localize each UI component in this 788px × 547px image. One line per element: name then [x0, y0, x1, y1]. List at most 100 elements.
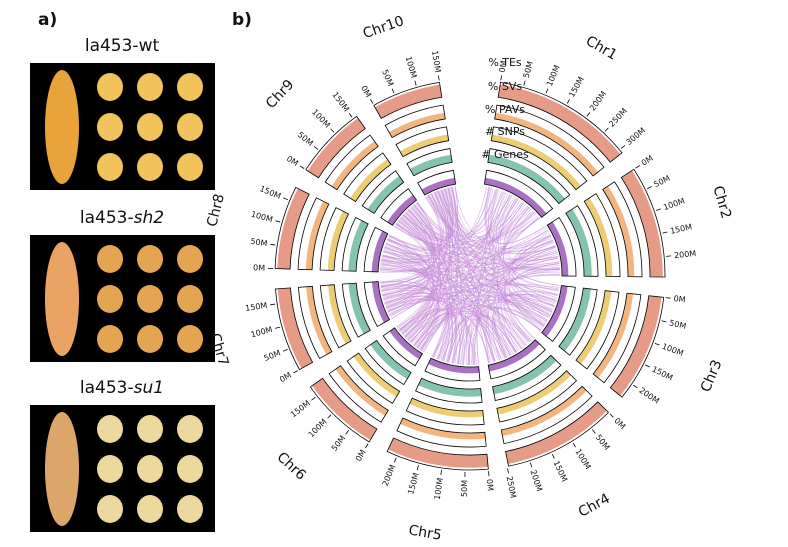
- link: [400, 217, 511, 356]
- tick-label: 150M: [330, 90, 351, 113]
- track-frame: [494, 104, 605, 177]
- tick-mark: [635, 165, 640, 169]
- link: [413, 188, 497, 237]
- track-fill: [370, 340, 412, 380]
- tick-label: 100M: [661, 342, 685, 358]
- track-label: # Genes: [481, 148, 529, 161]
- tick-mark: [507, 468, 509, 474]
- track-frame: [363, 281, 391, 327]
- link: [387, 212, 434, 253]
- tick-label: 250M: [505, 475, 518, 499]
- tick-mark: [348, 112, 353, 118]
- kernel: [137, 415, 163, 443]
- track-fill: [371, 281, 390, 323]
- link: [386, 207, 436, 309]
- tick-mark: [299, 165, 305, 169]
- tick-label: 50M: [668, 318, 687, 331]
- track-frame: [298, 285, 333, 360]
- track-fill: [277, 188, 310, 270]
- link: [486, 187, 546, 244]
- link: [408, 208, 442, 346]
- kernel: [177, 73, 203, 101]
- link: [380, 214, 432, 287]
- kernel: [97, 153, 123, 181]
- track-fill: [277, 287, 313, 369]
- track-frame: [396, 417, 487, 448]
- link: [425, 196, 540, 243]
- track-frame: [583, 193, 621, 277]
- track-frame: [487, 339, 546, 380]
- tick-label: 100M: [307, 417, 329, 439]
- tick-label: 50M: [594, 433, 612, 452]
- tick-mark: [609, 413, 614, 418]
- track-frame: [406, 148, 453, 177]
- track-frame: [558, 287, 598, 356]
- tick-mark: [523, 80, 526, 86]
- link: [385, 229, 549, 306]
- track-frame: [319, 207, 350, 271]
- link: [380, 283, 457, 364]
- track-frame: [395, 126, 450, 158]
- link: [381, 187, 454, 260]
- link: [492, 191, 535, 339]
- track-frame: [565, 205, 599, 277]
- link: [384, 295, 460, 365]
- link: [386, 240, 507, 358]
- tick-label: 50M: [522, 60, 535, 79]
- tick-mark: [393, 457, 397, 463]
- kernel: [177, 113, 203, 141]
- kernel: [177, 285, 203, 313]
- link: [384, 245, 559, 265]
- track-frame: [363, 226, 389, 273]
- tick-label: 0M: [640, 154, 655, 168]
- genotype: su1: [134, 378, 164, 398]
- link: [438, 186, 460, 360]
- chromosome-label: Chr1: [583, 33, 620, 64]
- track-fill: [505, 401, 607, 464]
- tick-label: 50M: [263, 348, 282, 363]
- tick-label: 50M: [652, 174, 671, 190]
- link: [447, 187, 545, 326]
- track-label: % TEs: [488, 56, 522, 69]
- kernel: [137, 325, 163, 353]
- track-frame: [305, 115, 366, 179]
- tick-mark: [391, 88, 395, 94]
- track-label: % PAVs: [485, 103, 525, 116]
- track-fill: [312, 378, 377, 440]
- track-frame: [575, 290, 620, 370]
- tick-mark: [633, 384, 638, 389]
- track-fill: [371, 230, 388, 272]
- track-fill: [621, 170, 663, 278]
- tick-label: 0M: [285, 154, 300, 168]
- tick-label: 0M: [253, 263, 265, 272]
- track-fill: [348, 283, 371, 335]
- chromosome-label: Chr9: [263, 77, 298, 112]
- track-fill: [576, 290, 612, 365]
- tick-mark: [665, 297, 671, 299]
- panel-label: b): [232, 10, 252, 30]
- links: [380, 186, 561, 366]
- kernel: [177, 245, 203, 273]
- link: [391, 202, 525, 319]
- chromosome-label: Chr5: [407, 522, 443, 543]
- link: [405, 310, 447, 358]
- kernel: [137, 245, 163, 273]
- track-frame: [496, 370, 578, 423]
- tick-label: 50M: [380, 68, 395, 87]
- track-frame: [328, 365, 389, 423]
- tick-label: 50M: [330, 434, 348, 453]
- line-name: la453-: [80, 208, 134, 228]
- track-frame: [497, 81, 623, 163]
- tick-mark: [620, 145, 626, 149]
- link: [381, 189, 498, 263]
- track-frame: [343, 152, 392, 203]
- kernel: [97, 455, 123, 483]
- tick-mark: [551, 453, 555, 459]
- track-frame: [505, 401, 609, 467]
- link: [402, 186, 456, 240]
- link: [411, 274, 561, 344]
- link: [442, 189, 463, 365]
- kernel: [137, 153, 163, 181]
- link: [381, 260, 450, 361]
- tick-mark: [313, 146, 319, 150]
